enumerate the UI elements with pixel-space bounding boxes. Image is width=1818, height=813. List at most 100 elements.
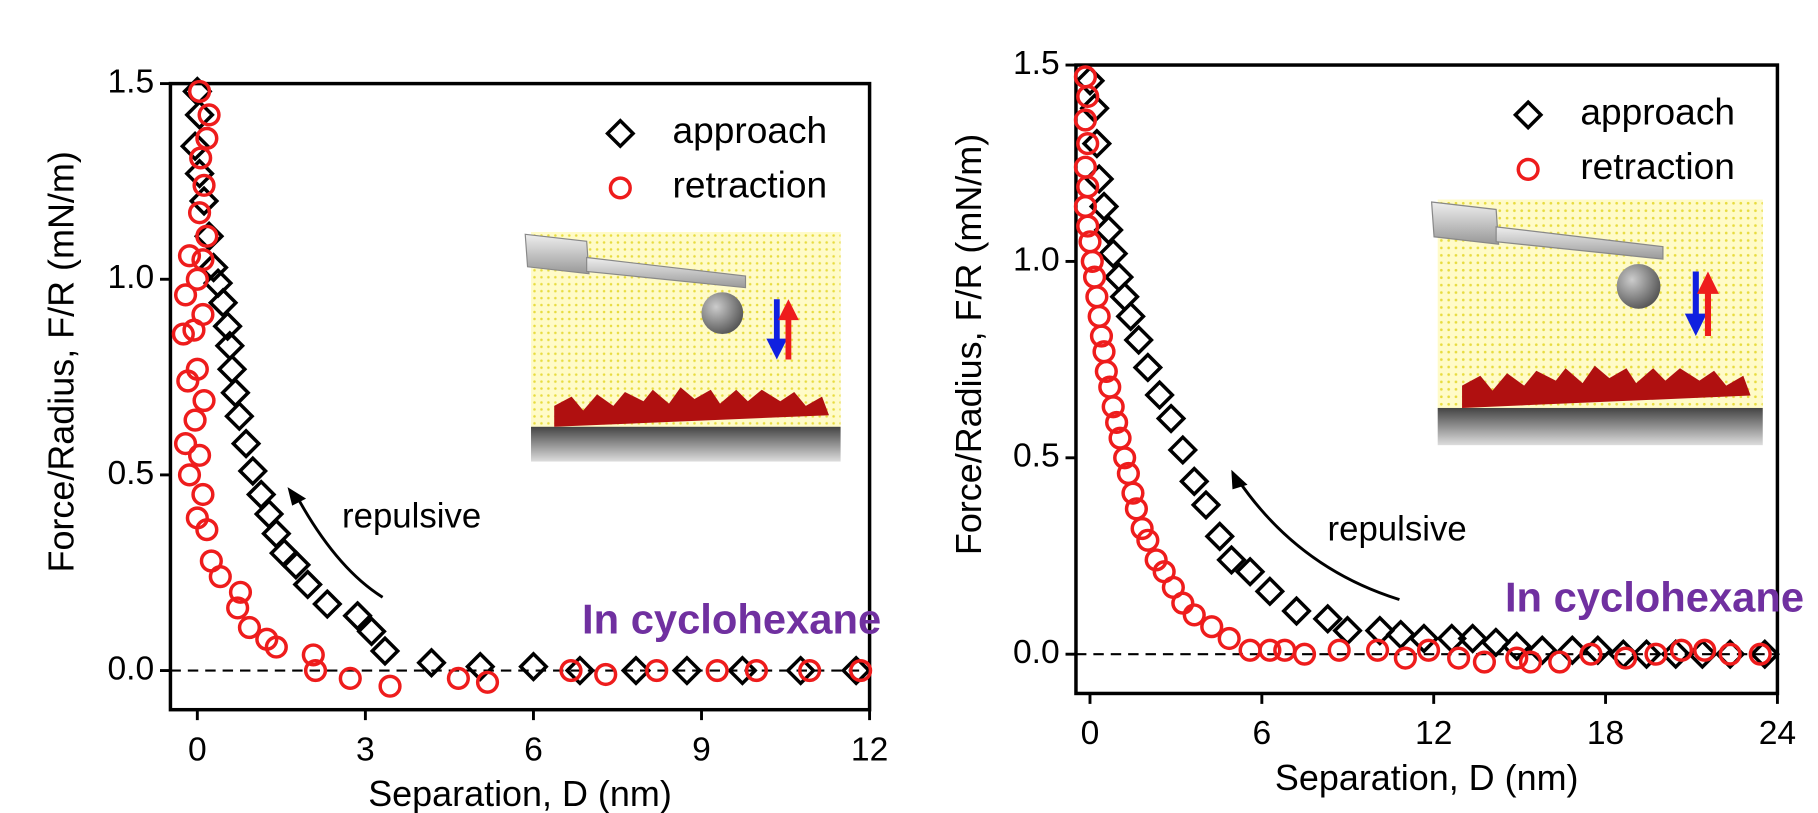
data-point bbox=[187, 201, 212, 225]
data-point bbox=[1693, 638, 1717, 662]
data-point bbox=[212, 310, 243, 342]
data-point bbox=[1501, 631, 1532, 662]
data-point bbox=[1258, 638, 1282, 662]
data-point bbox=[1130, 516, 1154, 541]
data-point bbox=[1408, 623, 1440, 654]
data-point bbox=[192, 173, 216, 197]
data-point bbox=[1447, 646, 1471, 670]
data-point bbox=[475, 670, 500, 694]
data-point bbox=[184, 158, 215, 189]
data-point bbox=[280, 549, 312, 581]
data-point bbox=[1238, 638, 1262, 662]
data-point bbox=[237, 455, 269, 487]
data-point bbox=[849, 658, 873, 683]
data-point bbox=[1312, 603, 1343, 635]
data-point bbox=[237, 615, 262, 640]
data-point bbox=[1144, 379, 1175, 411]
data-point bbox=[1123, 324, 1154, 356]
data-point bbox=[184, 99, 215, 131]
x-tick-label: 9 bbox=[692, 731, 711, 768]
data-point bbox=[1557, 635, 1588, 666]
data-point bbox=[1548, 650, 1572, 674]
data-point bbox=[1136, 528, 1160, 552]
data-point bbox=[182, 318, 206, 342]
legend-marker bbox=[1512, 99, 1544, 131]
x-tick-label: 3 bbox=[356, 731, 375, 768]
data-point bbox=[1505, 646, 1529, 670]
data-point bbox=[189, 146, 213, 170]
data-point bbox=[1216, 544, 1247, 576]
y-axis-label: Force/Radius, F/R (mN/m) bbox=[948, 134, 989, 555]
data-point bbox=[303, 658, 328, 683]
data-point bbox=[1644, 642, 1668, 666]
data-point bbox=[342, 600, 373, 631]
y-tick-label: 1.0 bbox=[107, 259, 154, 296]
data-point bbox=[173, 283, 198, 307]
annotation-arrow bbox=[1237, 479, 1400, 601]
data-point bbox=[798, 658, 822, 683]
data-point bbox=[1179, 466, 1210, 497]
data-point bbox=[356, 616, 387, 647]
data-point bbox=[1234, 556, 1266, 587]
data-point bbox=[192, 388, 216, 413]
data-point bbox=[1076, 132, 1100, 156]
data-point bbox=[312, 588, 343, 620]
data-point bbox=[1579, 642, 1603, 666]
data-point bbox=[594, 662, 618, 687]
data-point bbox=[1749, 638, 1781, 670]
data-point bbox=[1527, 635, 1558, 666]
data-point bbox=[1132, 352, 1164, 383]
data-point bbox=[1115, 301, 1146, 332]
data-point bbox=[1204, 521, 1235, 552]
x-tick-label: 0 bbox=[188, 731, 207, 768]
x-tick-label: 18 bbox=[1587, 715, 1624, 752]
data-point bbox=[1171, 591, 1195, 615]
data-point bbox=[416, 647, 447, 678]
x-tick-label: 6 bbox=[1252, 715, 1271, 752]
data-point bbox=[292, 569, 323, 600]
data-point bbox=[1073, 108, 1098, 132]
data-point bbox=[1101, 395, 1125, 419]
data-point bbox=[1081, 128, 1113, 159]
data-point bbox=[1393, 646, 1417, 670]
x-tick-label: 24 bbox=[1759, 715, 1796, 752]
data-point bbox=[518, 651, 549, 682]
data-point bbox=[1073, 65, 1098, 89]
data-point bbox=[1614, 646, 1638, 670]
data-point bbox=[645, 658, 669, 683]
data-point bbox=[1087, 304, 1111, 329]
y-axis-label: Force/Radius, F/R (mN/m) bbox=[40, 151, 81, 572]
data-point bbox=[446, 666, 470, 690]
data-point bbox=[840, 655, 872, 686]
y-tick-label: 0.5 bbox=[1013, 438, 1060, 475]
data-point bbox=[1121, 481, 1145, 505]
data-point bbox=[171, 322, 195, 346]
data-point bbox=[1254, 576, 1286, 607]
legend-label: approach bbox=[1580, 91, 1735, 133]
data-point bbox=[369, 635, 401, 667]
data-point bbox=[1385, 619, 1416, 650]
data-point bbox=[559, 658, 583, 683]
data-point bbox=[230, 428, 262, 459]
data-point bbox=[185, 267, 209, 291]
data-point bbox=[188, 185, 220, 217]
annotation-arrowhead bbox=[287, 487, 307, 506]
data-point bbox=[1093, 214, 1124, 246]
annotation: repulsive bbox=[1328, 510, 1467, 548]
data-point bbox=[187, 79, 212, 104]
data-point bbox=[1085, 285, 1109, 309]
inset-schematic bbox=[525, 232, 840, 462]
data-point bbox=[226, 596, 250, 620]
data-point bbox=[378, 674, 402, 698]
x-tick-label: 6 bbox=[524, 731, 543, 768]
annotation: In cyclohexane bbox=[1505, 574, 1804, 621]
y-tick-label: 0.5 bbox=[107, 455, 154, 492]
data-point bbox=[197, 103, 221, 127]
data-point bbox=[1416, 638, 1441, 662]
data-point bbox=[1200, 615, 1224, 639]
y-tick-label: 1.0 bbox=[1013, 241, 1060, 278]
data-point bbox=[1669, 638, 1694, 662]
legend-label: approach bbox=[672, 109, 827, 151]
data-point bbox=[191, 482, 215, 507]
